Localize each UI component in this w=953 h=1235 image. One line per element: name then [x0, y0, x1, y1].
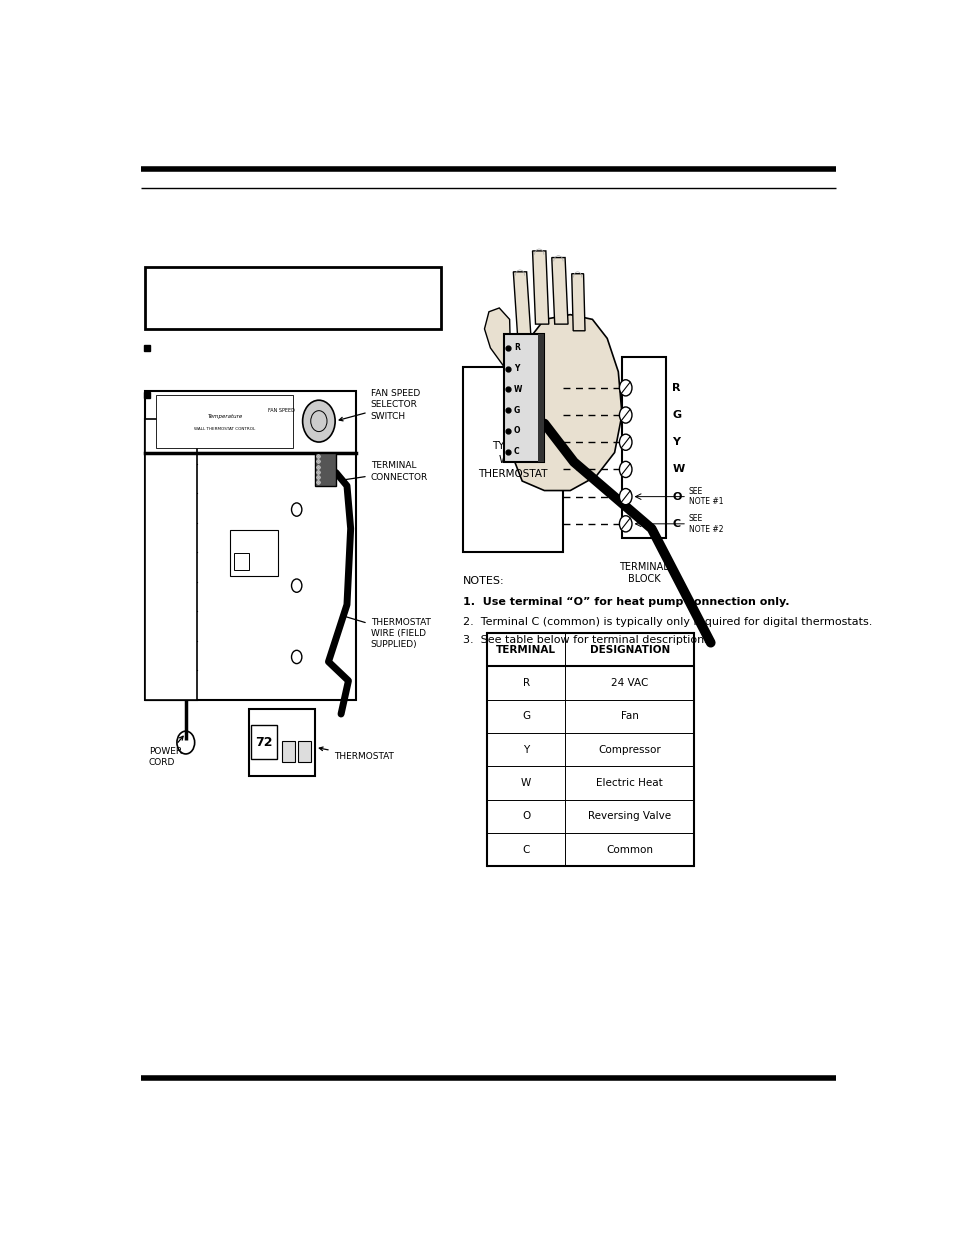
Text: G: G	[521, 711, 530, 721]
Text: G: G	[672, 410, 680, 420]
Text: W: W	[514, 385, 522, 394]
Text: C: C	[514, 447, 519, 456]
Bar	[230, 531, 278, 576]
Text: WALL THERMOSTAT CONTROL: WALL THERMOSTAT CONTROL	[194, 427, 255, 431]
Circle shape	[618, 462, 631, 478]
Text: Y: Y	[522, 745, 529, 755]
Text: 1.  Use terminal “O” for heat pump connection only.: 1. Use terminal “O” for heat pump connec…	[462, 597, 789, 608]
Text: SEE
NOTE #2: SEE NOTE #2	[688, 514, 722, 534]
Text: W: W	[520, 778, 531, 788]
Polygon shape	[513, 272, 531, 338]
Circle shape	[302, 400, 335, 442]
Bar	[314, 452, 335, 485]
Text: TYPICAL
WALL
THERMOSTAT: TYPICAL WALL THERMOSTAT	[477, 441, 547, 479]
Text: Compressor: Compressor	[598, 745, 660, 755]
Bar	[621, 357, 665, 538]
Text: FAN SPEED
SELECTOR
SWITCH: FAN SPEED SELECTOR SWITCH	[339, 389, 419, 421]
Text: O: O	[521, 811, 530, 821]
Text: Reversing Valve: Reversing Valve	[588, 811, 671, 821]
Bar	[145, 419, 355, 700]
Text: R: R	[514, 343, 519, 352]
Text: TERMINAL: TERMINAL	[496, 645, 556, 655]
Bar	[145, 267, 440, 329]
Polygon shape	[511, 315, 621, 490]
Text: 3.  See table below for terminal descriptions.: 3. See table below for terminal descript…	[462, 635, 713, 645]
Bar	[145, 419, 196, 700]
Text: DESIGNATION: DESIGNATION	[589, 645, 669, 655]
Text: NOTES:: NOTES:	[462, 576, 504, 587]
Text: THERMOSTAT
WIRE (FIELD
SUPPLIED): THERMOSTAT WIRE (FIELD SUPPLIED)	[341, 615, 430, 648]
Circle shape	[618, 379, 631, 396]
Polygon shape	[551, 258, 567, 324]
Text: Temperature: Temperature	[207, 415, 242, 420]
Bar	[282, 741, 294, 762]
Text: R: R	[522, 678, 529, 688]
Circle shape	[618, 408, 631, 424]
Bar	[251, 725, 276, 758]
Text: C: C	[522, 845, 530, 855]
Bar	[537, 333, 544, 462]
Text: Y: Y	[672, 437, 679, 447]
Bar	[145, 390, 355, 452]
Text: POWER
CORD: POWER CORD	[149, 736, 183, 767]
Polygon shape	[484, 308, 511, 377]
Text: Fan: Fan	[620, 711, 639, 721]
Text: R: R	[672, 383, 680, 393]
Circle shape	[618, 489, 631, 505]
Text: SEE
NOTE #1: SEE NOTE #1	[688, 487, 722, 506]
Polygon shape	[532, 251, 548, 324]
Text: TERMINAL
BLOCK: TERMINAL BLOCK	[618, 562, 668, 584]
Text: THERMOSTAT: THERMOSTAT	[319, 747, 394, 761]
Text: 72: 72	[254, 736, 273, 748]
Circle shape	[618, 516, 631, 532]
Text: 2.  Terminal C (common) is typically only required for digital thermostats.: 2. Terminal C (common) is typically only…	[462, 618, 871, 627]
Text: TERMINAL
CONNECTOR: TERMINAL CONNECTOR	[339, 462, 428, 482]
Polygon shape	[571, 274, 584, 331]
Bar	[233, 553, 249, 571]
Bar	[298, 741, 311, 762]
Bar	[249, 709, 314, 776]
Text: O: O	[672, 492, 681, 501]
Text: Common: Common	[606, 845, 653, 855]
Circle shape	[618, 435, 631, 451]
Text: G: G	[514, 405, 519, 415]
Text: FAN SPEED: FAN SPEED	[268, 408, 295, 412]
Bar	[462, 367, 562, 552]
Text: Electric Heat: Electric Heat	[596, 778, 662, 788]
Text: W: W	[672, 464, 684, 474]
Text: Y: Y	[514, 364, 518, 373]
Text: O: O	[514, 426, 520, 436]
Text: C: C	[672, 519, 679, 529]
Bar	[156, 395, 293, 448]
Bar	[503, 333, 544, 462]
Text: 24 VAC: 24 VAC	[611, 678, 648, 688]
